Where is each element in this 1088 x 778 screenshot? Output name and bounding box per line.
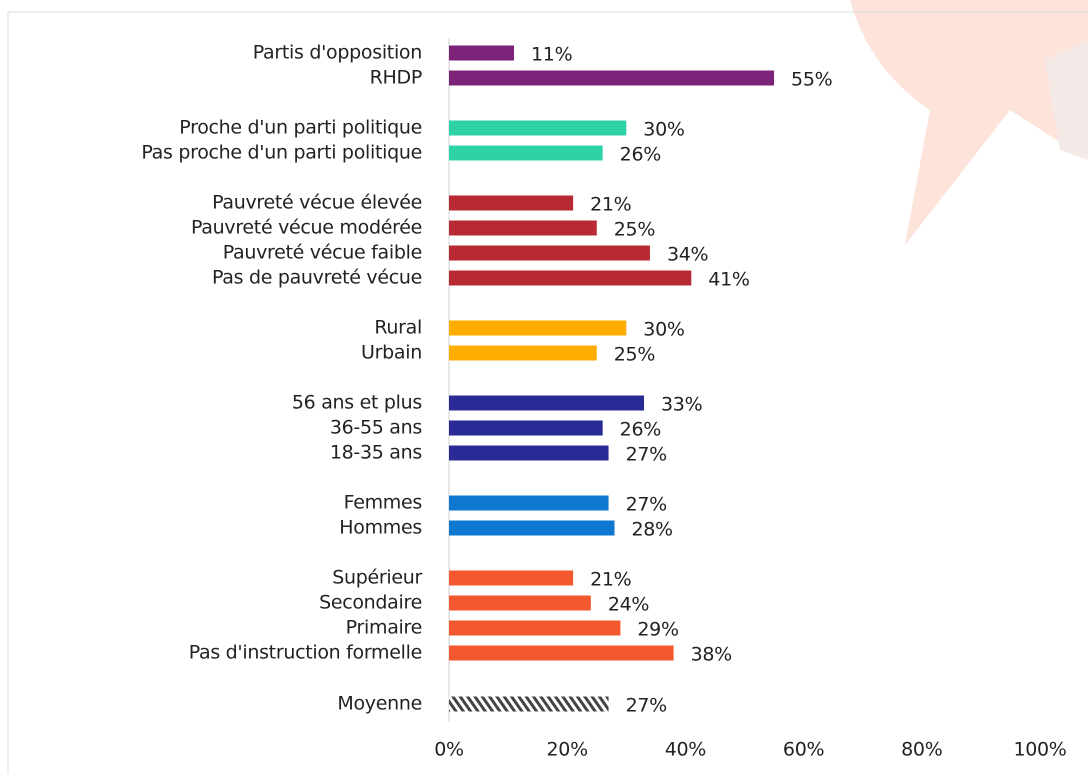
category-label: Rural: [374, 317, 422, 339]
category-label: Moyenne: [337, 693, 422, 715]
category-label: Partis d'opposition: [253, 42, 422, 64]
value-label: 41%: [708, 269, 749, 291]
category-label: Primaire: [346, 617, 422, 639]
bar: [449, 220, 597, 236]
value-label: 33%: [661, 394, 702, 416]
value-label: 29%: [637, 619, 678, 641]
value-label: 25%: [614, 219, 655, 241]
value-label: 34%: [667, 244, 708, 266]
category-label: Pauvreté vécue élevée: [212, 192, 422, 214]
category-label: Urbain: [361, 342, 422, 364]
value-label: 27%: [626, 444, 667, 466]
bar: [449, 195, 574, 211]
category-label: Pas d'instruction formelle: [189, 642, 422, 664]
value-label: 25%: [614, 344, 655, 366]
x-tick-label: 100%: [1013, 739, 1066, 761]
value-label: 24%: [608, 594, 649, 616]
category-label: Pauvreté vécue faible: [223, 242, 422, 264]
value-label: 11%: [531, 44, 572, 66]
bar: [449, 70, 775, 86]
bar: [449, 395, 645, 411]
bar: [449, 645, 674, 661]
category-label: Hommes: [339, 517, 422, 539]
value-label: 38%: [691, 644, 732, 666]
x-tick-label: 60%: [783, 739, 824, 761]
x-tick-label: 20%: [547, 739, 588, 761]
category-label: Secondaire: [319, 592, 422, 614]
bar: [449, 420, 603, 436]
bar: [449, 345, 597, 361]
value-label: 28%: [631, 519, 672, 541]
bar: [449, 495, 609, 511]
category-label: Pas de pauvreté vécue: [212, 267, 422, 289]
category-label: 36-55 ans: [330, 417, 422, 439]
bar: [449, 120, 627, 136]
bar: [449, 570, 574, 586]
bar: [449, 595, 591, 611]
bar: [449, 245, 650, 261]
background-shape: [850, 0, 1088, 245]
bar: [449, 270, 692, 286]
value-label: 55%: [791, 69, 832, 91]
category-label: 18-35 ans: [330, 442, 422, 464]
category-label: Proche d'un parti politique: [179, 117, 422, 139]
value-label: 21%: [590, 194, 631, 216]
category-label: Pas proche d'un parti politique: [141, 142, 422, 164]
value-label: 30%: [643, 119, 684, 141]
bar: [449, 445, 609, 461]
value-label: 30%: [643, 319, 684, 341]
background-shape: [1045, 40, 1088, 160]
value-label: 26%: [620, 419, 661, 441]
bar: [449, 520, 615, 536]
value-label: 27%: [626, 494, 667, 516]
category-label: 56 ans et plus: [292, 392, 422, 414]
category-label: Pauvreté vécue modérée: [191, 217, 422, 239]
category-label: RHDP: [370, 67, 422, 89]
bar: [449, 620, 621, 636]
x-tick-label: 0%: [434, 739, 464, 761]
x-tick-label: 40%: [665, 739, 706, 761]
bar: [449, 145, 603, 161]
x-tick-label: 80%: [901, 739, 942, 761]
category-label: Femmes: [344, 492, 422, 514]
value-label: 21%: [590, 569, 631, 591]
bar: [449, 45, 515, 61]
bar: [449, 320, 627, 336]
value-label: 26%: [620, 144, 661, 166]
bar: [449, 696, 609, 712]
value-label: 27%: [626, 695, 667, 717]
category-label: Supérieur: [332, 567, 422, 589]
